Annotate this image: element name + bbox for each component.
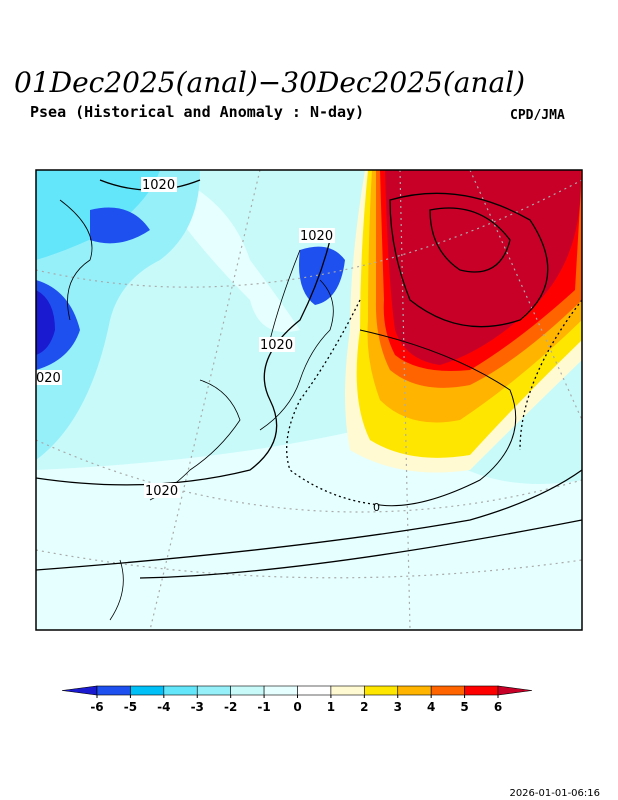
anomaly-blue <box>299 246 345 305</box>
contour-label: 1020 <box>145 484 178 499</box>
colorbar: -6 -5 -4 -3 -2 -1 0 1 2 3 4 5 6 <box>61 685 533 714</box>
colorbar-tick-label: 5 <box>460 700 468 714</box>
colorbar-tick-label: 3 <box>394 700 402 714</box>
colorbar-bin <box>196 685 231 696</box>
colorbar-bin <box>364 685 399 696</box>
colorbar-tick-label: 1 <box>327 700 335 714</box>
map: 1020 1020 1020 020 1020 0 <box>36 170 582 630</box>
anomaly-darkred <box>385 170 581 365</box>
colorbar-bin <box>96 685 131 696</box>
graticule <box>36 170 582 630</box>
contour-labels: 1020 1020 1020 020 1020 0 <box>36 177 380 514</box>
contour-label: 1020 <box>260 338 293 353</box>
colorbar-tick-label: -5 <box>124 700 137 714</box>
map-frame <box>35 169 583 631</box>
colorbar-tick-label: 4 <box>427 700 435 714</box>
contour-label: 0 <box>373 501 380 514</box>
colorbar-bin <box>397 685 432 696</box>
anomaly-blue <box>90 207 150 244</box>
title: 01Dec2025(anal)−30Dec2025(anal) <box>14 66 525 99</box>
colorbar-bin <box>297 685 332 696</box>
contour-label: 1020 <box>300 229 333 244</box>
contours <box>36 179 582 579</box>
colorbar-bin <box>330 685 365 696</box>
anomaly-blue <box>36 290 55 355</box>
colorbar-bin <box>230 685 265 696</box>
timestamp: 2026-01-01-06:16 <box>509 788 600 799</box>
colorbar-tick-label: 2 <box>360 700 368 714</box>
colorbar-bin <box>130 685 165 696</box>
colorbar-tick-label: -3 <box>191 700 204 714</box>
subtitle: Psea (Historical and Anomaly : N-day) <box>30 103 364 121</box>
colorbar-tick-label: -2 <box>224 700 237 714</box>
colorbar-bin <box>464 685 499 696</box>
credit: CPD/JMA <box>510 108 565 123</box>
colorbar-bin <box>263 685 298 696</box>
colorbar-high <box>497 685 533 696</box>
colorbar-tick-label: 0 <box>293 700 301 714</box>
colorbar-bin <box>430 685 465 696</box>
colorbar-tick-label: 6 <box>494 700 502 714</box>
anomaly-light <box>170 175 300 332</box>
contour-label: 020 <box>36 371 61 386</box>
colorbar-tick-label: -6 <box>90 700 103 714</box>
colorbar-tick-label: -4 <box>157 700 170 714</box>
contour-label: 1020 <box>142 178 175 193</box>
colorbar-bin <box>163 685 198 696</box>
colorbar-low <box>61 685 98 696</box>
colorbar-tick-label: -1 <box>257 700 270 714</box>
